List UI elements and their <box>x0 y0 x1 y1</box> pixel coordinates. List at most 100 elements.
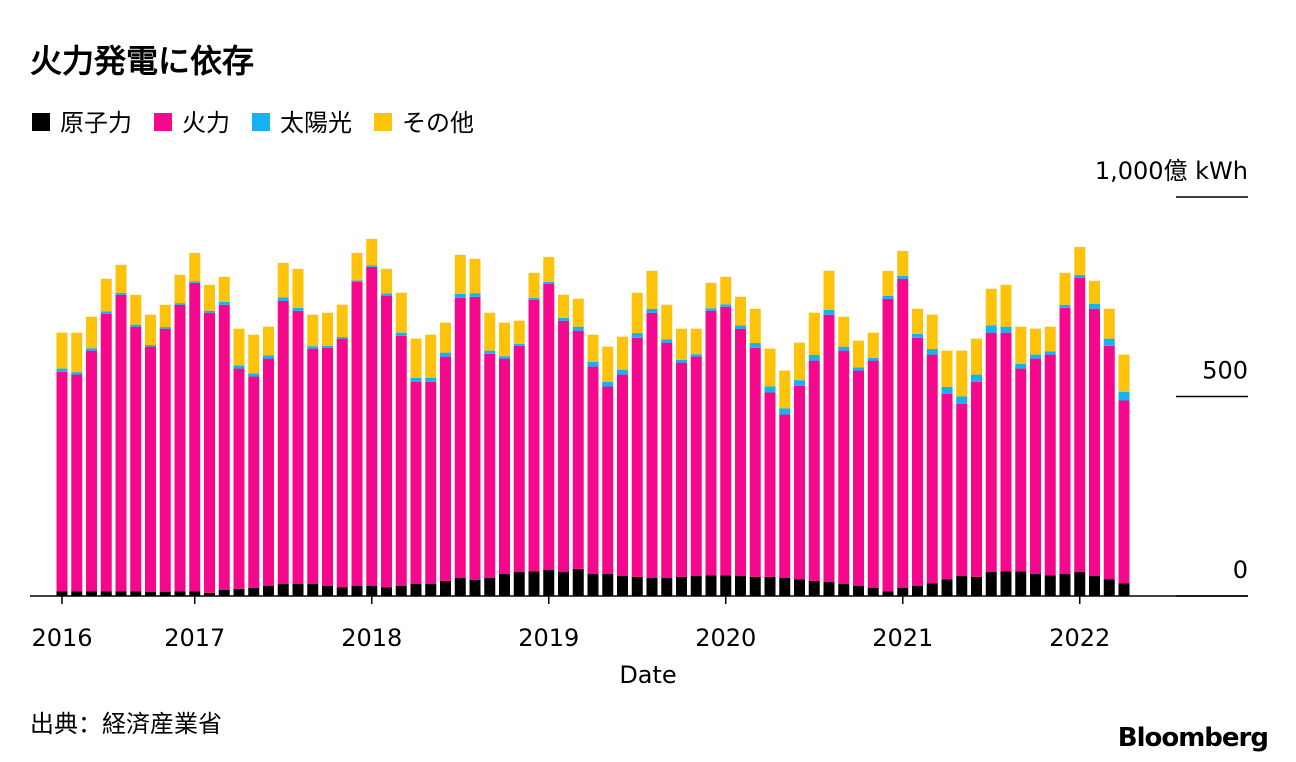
bar-segment <box>971 374 982 382</box>
bar-segment <box>1030 358 1041 575</box>
bar-segment <box>307 314 319 347</box>
bar-segment <box>572 330 584 569</box>
bar-segment <box>366 265 378 267</box>
bar-segment <box>440 352 451 357</box>
bar-segment <box>705 308 717 311</box>
bar-segment <box>100 591 112 596</box>
bar-segment <box>115 591 127 596</box>
bar-segment <box>218 304 230 591</box>
bar-segment <box>661 304 673 340</box>
bar-segment <box>381 268 392 294</box>
bar-segment <box>676 576 687 596</box>
bar-segment <box>661 339 673 343</box>
bar-segment <box>277 300 289 585</box>
bar-segment <box>513 343 525 346</box>
bar-segment <box>735 325 746 329</box>
bar-segment <box>558 294 569 318</box>
bar-segment <box>351 280 363 282</box>
bar-segment <box>336 337 348 339</box>
bar-segment <box>720 575 732 596</box>
bar-segment <box>882 270 894 296</box>
bar-segment <box>587 361 599 367</box>
bar-segment <box>1015 368 1027 572</box>
bar-segment <box>794 342 805 381</box>
bar-segment <box>248 373 260 377</box>
bar-segment <box>602 574 614 596</box>
chart-title: 火力発電に依存 <box>30 42 254 80</box>
bar-segment <box>1089 280 1100 304</box>
bar-segment <box>749 343 761 348</box>
bar-segment <box>381 293 392 296</box>
bar-segment <box>322 347 333 587</box>
bar-segment <box>794 380 805 386</box>
bar-segment <box>587 574 599 596</box>
bar-segment <box>867 360 879 589</box>
bar-segment <box>897 278 909 589</box>
bar-segment <box>853 370 864 587</box>
bar-segment <box>631 576 643 596</box>
bar-segment <box>425 334 437 378</box>
bar-segment <box>381 295 392 588</box>
legend-label: その他 <box>402 109 474 137</box>
bar-segment <box>454 578 466 596</box>
bar-segment <box>808 312 820 356</box>
bar-segment <box>617 576 628 596</box>
bar-segment <box>764 348 776 387</box>
bar-segment <box>1015 571 1027 596</box>
bar-segment <box>469 258 481 294</box>
bar-segment <box>779 414 791 579</box>
bar-segment <box>71 372 83 375</box>
bar-segment <box>292 310 304 585</box>
source-note: 出典：経済産業省 <box>30 710 222 738</box>
bar-segment <box>189 252 201 282</box>
bar-segment <box>971 576 982 596</box>
bar-segment <box>897 588 909 596</box>
bar-segment <box>145 345 156 347</box>
bar-segment <box>941 579 953 596</box>
bar-segment <box>676 328 687 360</box>
bar-segment <box>469 580 481 596</box>
bar-segment <box>720 276 732 305</box>
bar-segment <box>941 386 953 394</box>
legend-swatch <box>374 113 392 131</box>
bar-segment <box>307 584 319 596</box>
bar-segment <box>528 272 540 298</box>
bar-segment <box>204 284 215 311</box>
bar-segment <box>838 350 850 585</box>
bar-segment <box>174 303 186 305</box>
bar-segment <box>351 281 363 587</box>
x-tick-label: 2016 <box>31 624 92 652</box>
bar-segment <box>749 576 761 596</box>
bar-segment <box>646 270 658 309</box>
bar-segment <box>853 586 864 596</box>
bar-segment <box>484 312 496 351</box>
bar-segment <box>395 586 407 596</box>
bar-segment <box>130 294 142 325</box>
bar-segment <box>233 365 245 369</box>
bar-segment <box>366 266 378 587</box>
legend-swatch <box>252 113 270 131</box>
bar-segment <box>838 346 850 351</box>
legend-swatch <box>32 113 50 131</box>
bar-segment <box>823 270 835 310</box>
bar-segment <box>838 584 850 596</box>
bar-segment <box>941 350 953 387</box>
bar-segment <box>749 308 761 344</box>
bar-segment <box>882 295 894 299</box>
bar-segment <box>631 337 643 577</box>
bar-segment <box>543 281 555 284</box>
bar-segment <box>631 292 643 334</box>
bar-segment <box>1059 307 1071 575</box>
bar-segment <box>749 347 761 577</box>
bar-segment <box>484 578 496 596</box>
bar-segment <box>1059 272 1071 305</box>
bar-segment <box>1103 345 1115 580</box>
bar-segment <box>204 310 215 313</box>
bar-segment <box>292 307 304 311</box>
bar-segment <box>867 332 879 358</box>
bar-segment <box>720 306 732 576</box>
bar-segment <box>823 582 835 596</box>
x-tick-label: 2018 <box>341 624 402 652</box>
bar-segment <box>1044 354 1056 576</box>
